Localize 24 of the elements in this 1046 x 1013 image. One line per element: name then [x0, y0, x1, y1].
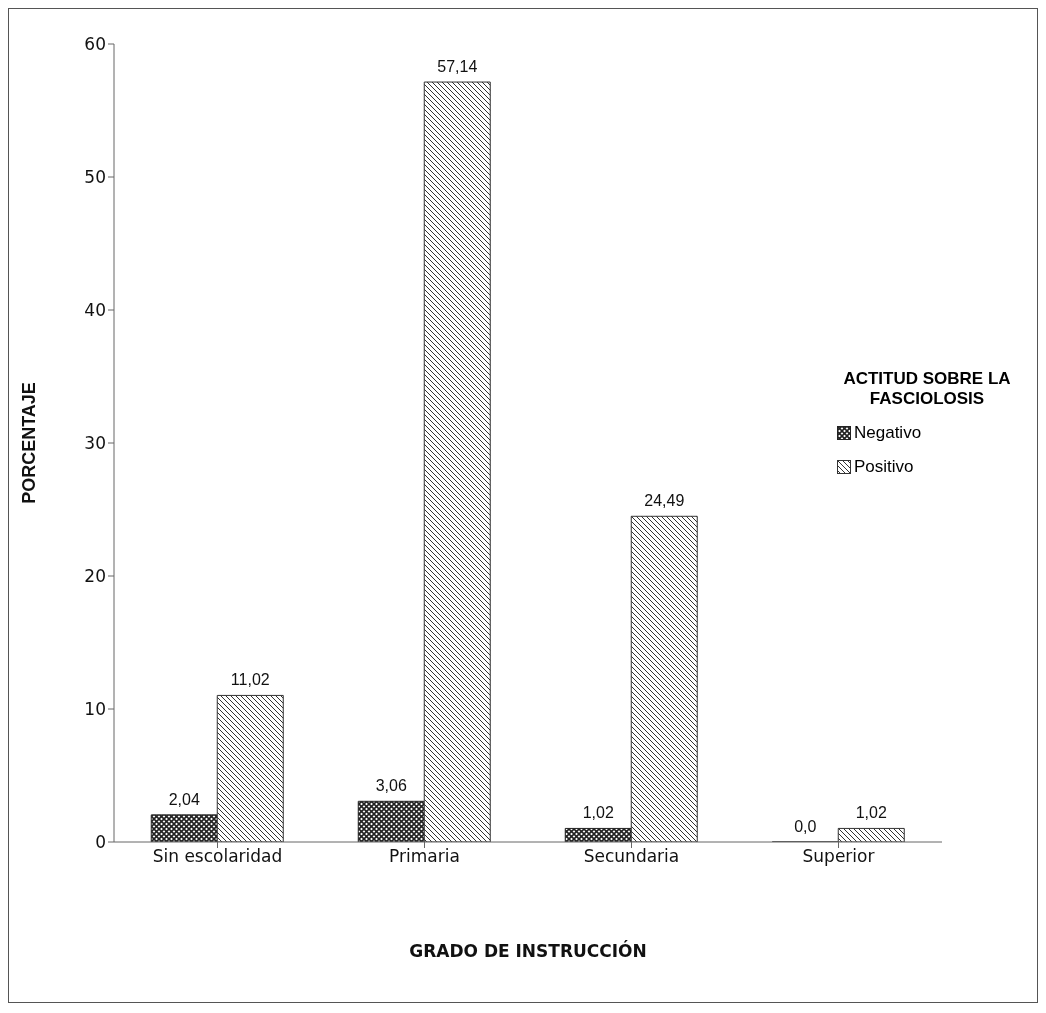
legend-label: Positivo: [854, 457, 914, 477]
y-axis-title: PORCENTAJE: [19, 382, 40, 504]
legend-title: ACTITUD SOBRE LA FASCIOLOSIS: [842, 369, 1012, 409]
data-label: 1,02: [582, 804, 614, 822]
y-tick-label: 30: [84, 433, 106, 454]
data-label: 24,49: [644, 492, 685, 510]
legend-label: Negativo: [854, 423, 922, 443]
data-label: 3,06: [375, 777, 407, 795]
data-label: 57,14: [437, 58, 478, 76]
y-tick-label: 10: [84, 699, 106, 720]
data-label: 11,02: [230, 671, 270, 689]
data-label: 1,02: [855, 804, 887, 822]
x-tick-label: Sin escolaridad: [152, 846, 283, 867]
data-label: 2,04: [168, 790, 200, 808]
x-tick-label: Superior: [802, 846, 875, 867]
y-tick-label: 50: [84, 167, 106, 188]
y-tick-label: 40: [84, 300, 106, 321]
x-tick-label: Primaria: [389, 846, 460, 867]
x-axis-title: GRADO DE INSTRUCCIÓN: [409, 940, 647, 961]
y-tick-label: 20: [84, 566, 106, 587]
x-tick-label: Secundaria: [583, 846, 680, 867]
y-tick-label: 60: [84, 34, 106, 55]
y-tick-label: 0: [95, 832, 106, 853]
data-label: 0,0: [794, 817, 817, 835]
